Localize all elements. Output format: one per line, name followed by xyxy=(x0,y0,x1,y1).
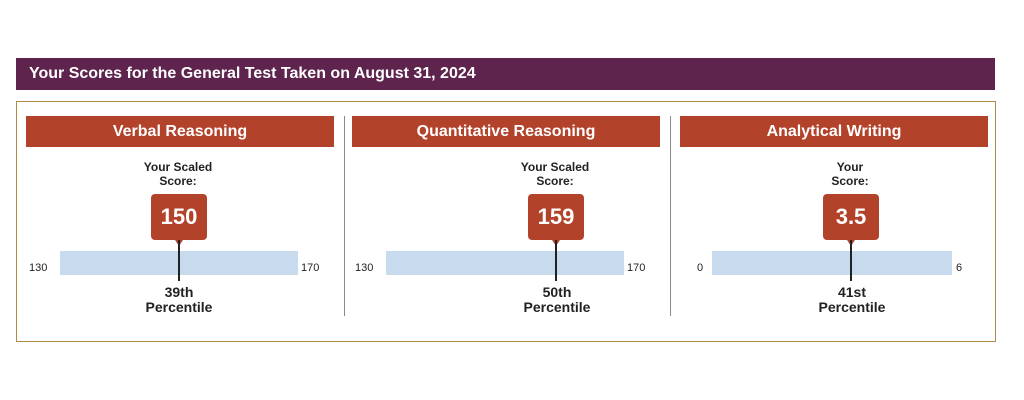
section-divider xyxy=(344,116,345,316)
range-max-label: 170 xyxy=(627,262,646,274)
score-marker xyxy=(850,240,852,281)
range-min-label: 130 xyxy=(355,262,374,274)
range-max-label: 170 xyxy=(301,262,320,274)
score-label: Your Scaled Score: xyxy=(520,160,590,188)
section-title: Analytical Writing xyxy=(680,116,988,147)
score-marker xyxy=(555,240,557,281)
percentile: 50th Percentile xyxy=(523,284,591,315)
score-range-bar xyxy=(386,251,624,275)
range-max-label: 6 xyxy=(956,262,963,274)
scores-panel: Verbal Reasoning Your Scaled Score: 150 … xyxy=(16,101,996,342)
range-min-label: 130 xyxy=(29,262,48,274)
section-divider xyxy=(670,116,671,316)
score-label: Your Scaled Score: xyxy=(143,160,213,188)
verbal-reasoning-card: Verbal Reasoning Your Scaled Score: 150 … xyxy=(26,116,334,336)
score-marker xyxy=(178,240,180,281)
score-value-box: 150 xyxy=(151,194,207,246)
analytical-writing-card: Analytical Writing Your Score: 3.5 0 6 4… xyxy=(680,116,988,336)
section-title: Verbal Reasoning xyxy=(26,116,334,147)
section-title: Quantitative Reasoning xyxy=(352,116,660,147)
score-range-bar xyxy=(712,251,952,275)
percentile: 39th Percentile xyxy=(145,284,213,315)
range-min-label: 0 xyxy=(697,262,704,274)
score-label: Your Score: xyxy=(831,160,869,188)
score-value-box: 159 xyxy=(528,194,584,246)
percentile: 41st Percentile xyxy=(818,284,886,315)
score-value-box: 3.5 xyxy=(823,194,879,246)
page-header: Your Scores for the General Test Taken o… xyxy=(16,58,995,90)
quantitative-reasoning-card: Quantitative Reasoning Your Scaled Score… xyxy=(352,116,660,336)
